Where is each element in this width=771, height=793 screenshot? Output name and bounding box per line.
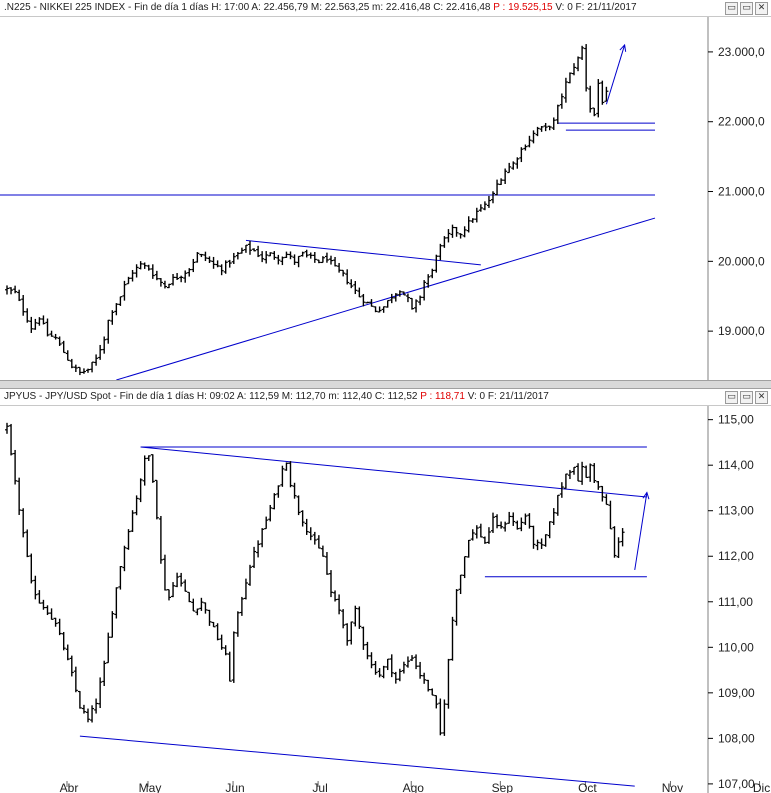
header-f: F: 21/11/2017 (575, 2, 637, 13)
y-tick-label: 111,00 (718, 595, 753, 609)
jpyusd-header: JPYUS - JPY/USD Spot - Fin de día 1 días… (0, 389, 771, 406)
trendline (79, 735, 635, 787)
header-p: P : 19.525,15 (493, 2, 553, 13)
arrow-head (619, 43, 627, 52)
jpyusd-panel[interactable]: 107,00 108,00 109,00 110,00 111,00 112,00 113,… (0, 389, 771, 793)
projection-arrow (605, 44, 626, 105)
header-name: JPY/USD Spot (45, 391, 111, 402)
x-tick-label: Jul (312, 781, 327, 793)
panel-splitter[interactable] (0, 380, 771, 389)
nikkei-chart[interactable]: 19.000,0 20.000,0 21.000,0 22.000,0 23.000,0 (0, 0, 771, 380)
x-tick-label: Ago (403, 781, 425, 793)
price-bars (5, 422, 625, 736)
header-v: V: 0 (467, 391, 486, 402)
window-buttons: ▭ ▭ ✕ (725, 2, 768, 15)
y-tick-label: 113,00 (718, 504, 754, 518)
arrow-head (642, 491, 650, 500)
header-a: A: 22.456,79 (251, 2, 309, 13)
x-tick-label: Abr (60, 781, 79, 793)
header-symbol: .N225 (4, 2, 31, 13)
window-buttons: ▭ ▭ ✕ (725, 391, 768, 404)
maximize-icon[interactable]: ▭ (740, 2, 753, 15)
y-tick-label: 114,00 (718, 458, 754, 472)
y-tick-label: 19.000,0 (718, 324, 765, 338)
y-tick-label: 108,00 (718, 731, 755, 745)
trendline (116, 217, 656, 380)
header-f: F: 21/11/2017 (487, 391, 549, 402)
restore-icon[interactable]: ▭ (725, 2, 738, 15)
y-tick-label: 20.000,0 (718, 254, 765, 268)
restore-icon[interactable]: ▭ (725, 391, 738, 404)
header-h: H: 17:00 (211, 2, 250, 13)
header-v: V: 0 (555, 2, 573, 13)
header-period: Fin de día 1 días (134, 2, 209, 13)
header-h: H: 09:02 (196, 391, 235, 402)
header-m: M: 22.563,25 (310, 2, 370, 13)
close-icon[interactable]: ✕ (755, 2, 768, 15)
x-tick-label: Sep (492, 781, 514, 793)
y-tick-label: 115,00 (718, 413, 754, 427)
header-a: A: 112,59 (236, 391, 280, 402)
header-c: C: 22.416,48 (433, 2, 491, 13)
nikkei-header: .N225 - NIKKEI 225 INDEX - Fin de día 1 … (0, 0, 771, 17)
y-tick-label: 109,00 (718, 686, 755, 700)
y-tick-label: 110,00 (718, 640, 754, 654)
header-name: NIKKEI 225 INDEX (39, 2, 126, 13)
header-symbol: JPYUS (4, 391, 37, 402)
price-bars (5, 44, 609, 376)
y-tick-label: 23.000,0 (718, 45, 765, 59)
y-tick-label: 22.000,0 (718, 115, 765, 129)
header-period: Fin de día 1 días (119, 391, 195, 402)
projection-arrow (634, 492, 648, 570)
y-tick-label: 21.000,0 (718, 185, 765, 199)
header-p: P : 118,71 (420, 391, 465, 402)
x-tick-label: Nov (662, 781, 683, 793)
close-icon[interactable]: ✕ (755, 391, 768, 404)
header-c: C: 112,52 (374, 391, 418, 402)
x-tick-label: Dic (753, 781, 770, 793)
header-m: M: 112,70 (281, 391, 326, 402)
y-tick-label: 112,00 (718, 549, 754, 563)
x-tick-label: Jun (225, 781, 244, 793)
x-tick-label: May (139, 781, 162, 793)
header-min: m: 112,40 (328, 391, 373, 402)
trendline (245, 239, 481, 266)
x-tick-label: Oct (578, 781, 597, 793)
header-min: m: 22.416,48 (372, 2, 431, 13)
y-tick-label: 107,00 (718, 777, 755, 791)
jpyusd-chart[interactable]: 107,00 108,00 109,00 110,00 111,00 112,00 113,… (0, 389, 771, 793)
nikkei-panel[interactable]: 19.000,0 20.000,0 21.000,0 22.000,0 23.000,0… (0, 0, 771, 380)
maximize-icon[interactable]: ▭ (740, 391, 753, 404)
